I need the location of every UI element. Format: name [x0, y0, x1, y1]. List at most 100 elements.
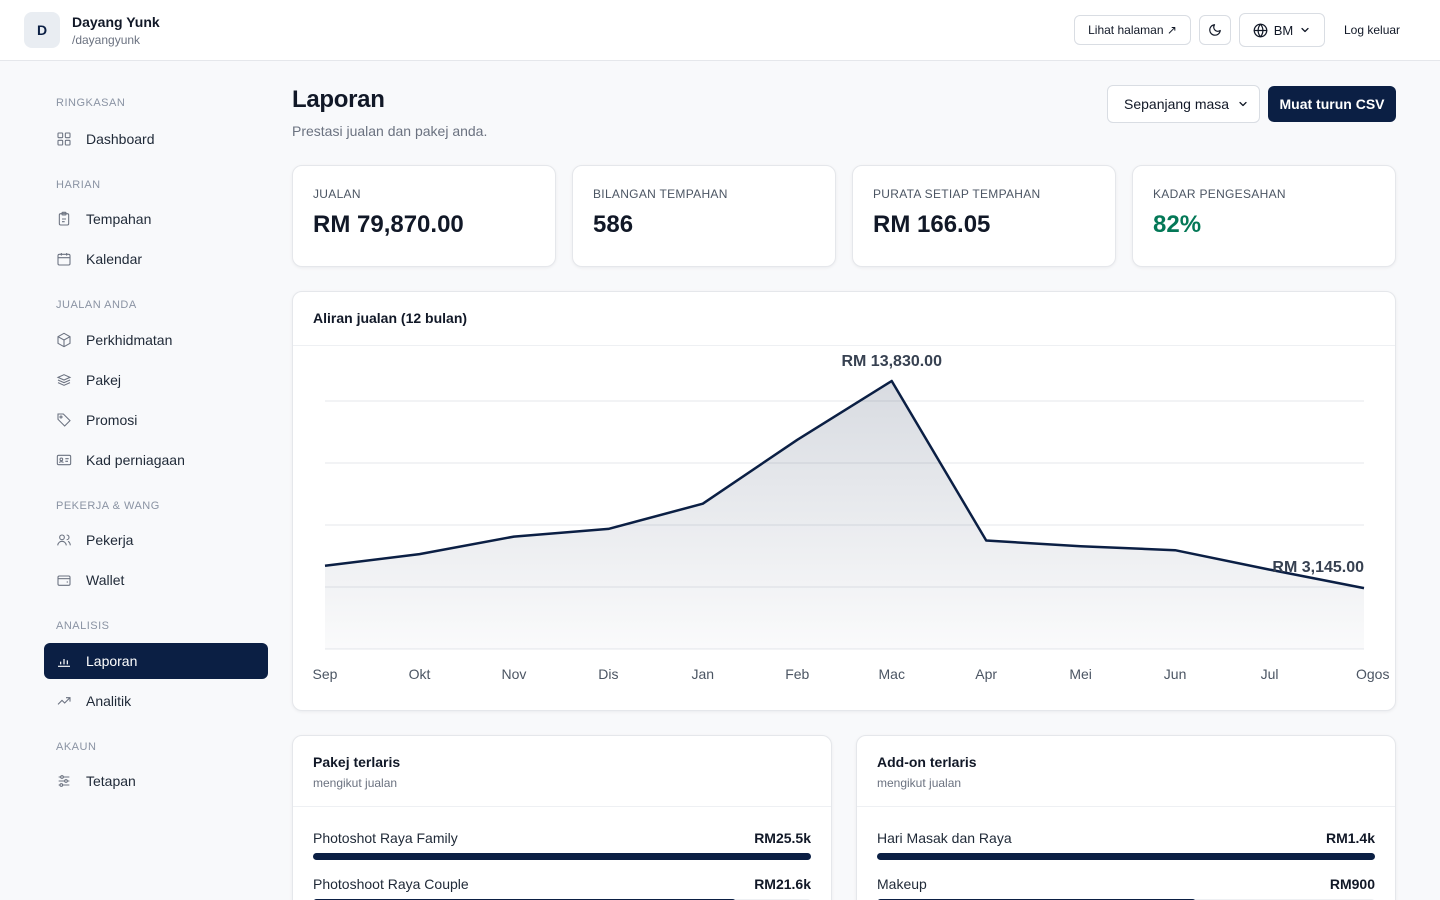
- top-packages-card: Pakej terlaris mengikut jualan Photoshot…: [292, 735, 832, 900]
- chart-series-line: [324, 379, 1365, 590]
- chart-x-tick-label: Sep: [313, 666, 338, 682]
- list-item-value: RM25.5k: [754, 830, 811, 846]
- list-item-label: Photoshoot Raya Couple: [313, 876, 469, 892]
- language-select[interactable]: BM: [1239, 13, 1325, 47]
- stat-card-sales: Jualan RM 79,870.00: [292, 165, 556, 267]
- avatar[interactable]: D: [24, 12, 60, 48]
- sidebar-item-label: Dashboard: [86, 131, 155, 147]
- card-subtitle: mengikut jualan: [877, 776, 962, 790]
- calendar-icon: [57, 253, 71, 266]
- sidebar-heading-jualan-anda: Jualan anda: [56, 299, 137, 311]
- sidebar-heading-ringkasan: Ringkasan: [56, 97, 126, 109]
- sidebar: Ringkasan Dashboard Harian Tempahan Kale…: [0, 61, 284, 900]
- progress-track: [877, 853, 1375, 860]
- list-item: Photoshoot Raya Couple RM21.6k: [313, 876, 811, 900]
- stat-card-average-order: Purata setiap tempahan RM 166.05: [852, 165, 1116, 267]
- sidebar-item-label: Pakej: [86, 372, 122, 388]
- stat-label: Purata setiap tempahan: [873, 187, 1041, 201]
- stat-label: Bilangan tempahan: [593, 187, 728, 201]
- stat-value: RM 166.05: [873, 211, 991, 238]
- chart-x-tick-label: Nov: [501, 666, 526, 682]
- sidebar-item-kad-perniagaan[interactable]: Kad perniagaan: [44, 442, 268, 478]
- chart-x-tick-label: Jun: [1164, 666, 1187, 682]
- view-page-button[interactable]: Lihat halaman ↗: [1074, 15, 1191, 45]
- stat-value: 82%: [1153, 211, 1202, 238]
- list-item-value: RM900: [1329, 876, 1375, 892]
- sliders-icon: [58, 775, 70, 787]
- bar-chart-icon: [58, 659, 70, 667]
- list-item-value: RM21.6k: [754, 876, 811, 892]
- sidebar-item-tempahan[interactable]: Tempahan: [44, 201, 268, 237]
- chart-x-tick-label: Dis: [598, 666, 618, 682]
- sidebar-item-wallet[interactable]: Wallet: [44, 562, 268, 598]
- divider: [857, 806, 1395, 807]
- chart-x-tick-label: Mei: [1069, 666, 1092, 682]
- logout-button[interactable]: Log keluar: [1344, 23, 1401, 37]
- sidebar-item-label: Tempahan: [86, 211, 152, 227]
- progress-track: [313, 853, 811, 860]
- stat-label: Jualan: [313, 187, 361, 201]
- list-item-value: RM1.4k: [1325, 830, 1375, 846]
- grid-icon: [57, 132, 71, 146]
- moon-icon: [1209, 24, 1221, 36]
- card-title: Pakej terlaris: [313, 754, 401, 770]
- sidebar-item-label: Pekerja: [86, 532, 134, 548]
- list-item-label: Photoshot Raya Family: [313, 830, 458, 846]
- sidebar-item-kalendar[interactable]: Kalendar: [44, 241, 268, 277]
- sidebar-item-label: Laporan: [86, 653, 138, 669]
- divider: [293, 345, 1395, 346]
- globe-icon: [1253, 23, 1268, 37]
- card-title: Add-on terlaris: [877, 754, 977, 770]
- sidebar-item-pakej[interactable]: Pakej: [44, 362, 268, 398]
- chart-x-tick-label: Feb: [785, 666, 809, 682]
- chart-x-tick-label: Ogos: [1356, 666, 1389, 682]
- divider: [293, 806, 831, 807]
- list-item-label: Makeup: [877, 876, 927, 892]
- download-csv-button[interactable]: Muat turun CSV: [1268, 86, 1396, 122]
- user-name: Dayang Yunk: [72, 14, 160, 30]
- sidebar-item-promosi[interactable]: Promosi: [44, 402, 268, 438]
- sidebar-item-dashboard[interactable]: Dashboard: [44, 121, 268, 157]
- list-item: Photoshot Raya Family RM25.5k: [313, 830, 811, 870]
- stat-value: RM 79,870.00: [313, 211, 464, 238]
- period-select-value: Sepanjang masa: [1124, 96, 1230, 112]
- sidebar-item-tetapan[interactable]: Tetapan: [44, 763, 268, 799]
- sidebar-item-perkhidmatan[interactable]: Perkhidmatan: [44, 322, 268, 358]
- sidebar-item-label: Promosi: [86, 412, 138, 428]
- sidebar-item-label: Perkhidmatan: [86, 332, 173, 348]
- sidebar-heading-harian: Harian: [56, 179, 101, 191]
- wallet-icon: [57, 575, 71, 586]
- sales-trend-chart: RM 13,830.00 RM 3,145.00 Sep Okt Nov Dis Jan F…: [313, 353, 1390, 682]
- sidebar-item-pekerja[interactable]: Pekerja: [44, 522, 268, 558]
- stat-card-bookings: Bilangan tempahan 586: [572, 165, 836, 267]
- sales-trend-card: Aliran jualan (12 bulan) RM 13,830.00 RM …: [292, 291, 1396, 711]
- chevron-down-icon: [1239, 101, 1247, 107]
- theme-toggle-button[interactable]: [1199, 15, 1231, 45]
- chevron-down-icon: [1301, 27, 1309, 33]
- top-bar: D Dayang Yunk /dayangyunk Lihat halaman …: [0, 0, 1440, 61]
- chart-x-tick-label: Okt: [409, 666, 431, 682]
- list-item: Hari Masak dan Raya RM1.4k: [877, 830, 1375, 870]
- layers-icon: [56, 374, 72, 386]
- sidebar-heading-pekerja-wang: Pekerja & wang: [56, 500, 160, 512]
- sidebar-item-analitik[interactable]: Analitik: [44, 683, 268, 719]
- stat-card-confirmation-rate: Kadar pengesahan 82%: [1132, 165, 1396, 267]
- list-item: Makeup RM900: [877, 876, 1375, 900]
- top-addons-card: Add-on terlaris mengikut jualan Hari Mas…: [856, 735, 1396, 900]
- sidebar-item-laporan[interactable]: Laporan: [44, 643, 268, 679]
- sidebar-item-label: Tetapan: [86, 773, 136, 789]
- progress-fill: [313, 853, 811, 860]
- language-label: BM: [1273, 22, 1294, 38]
- stat-value: 586: [593, 211, 634, 238]
- sidebar-item-label: Kalendar: [86, 251, 143, 267]
- chart-x-tick-label: Apr: [975, 666, 997, 682]
- chart-title: Aliran jualan (12 bulan): [313, 310, 468, 326]
- chart-data-label: RM 3,145.00: [1272, 559, 1364, 576]
- trending-up-icon: [57, 697, 71, 705]
- chart-data-label: RM 13,830.00: [841, 353, 942, 370]
- sidebar-item-label: Kad perniagaan: [86, 452, 185, 468]
- period-select[interactable]: Sepanjang masa: [1107, 85, 1260, 123]
- sidebar-item-label: Wallet: [86, 572, 125, 588]
- chart-x-tick-label: Mac: [879, 666, 905, 682]
- stat-label: Kadar pengesahan: [1153, 187, 1286, 201]
